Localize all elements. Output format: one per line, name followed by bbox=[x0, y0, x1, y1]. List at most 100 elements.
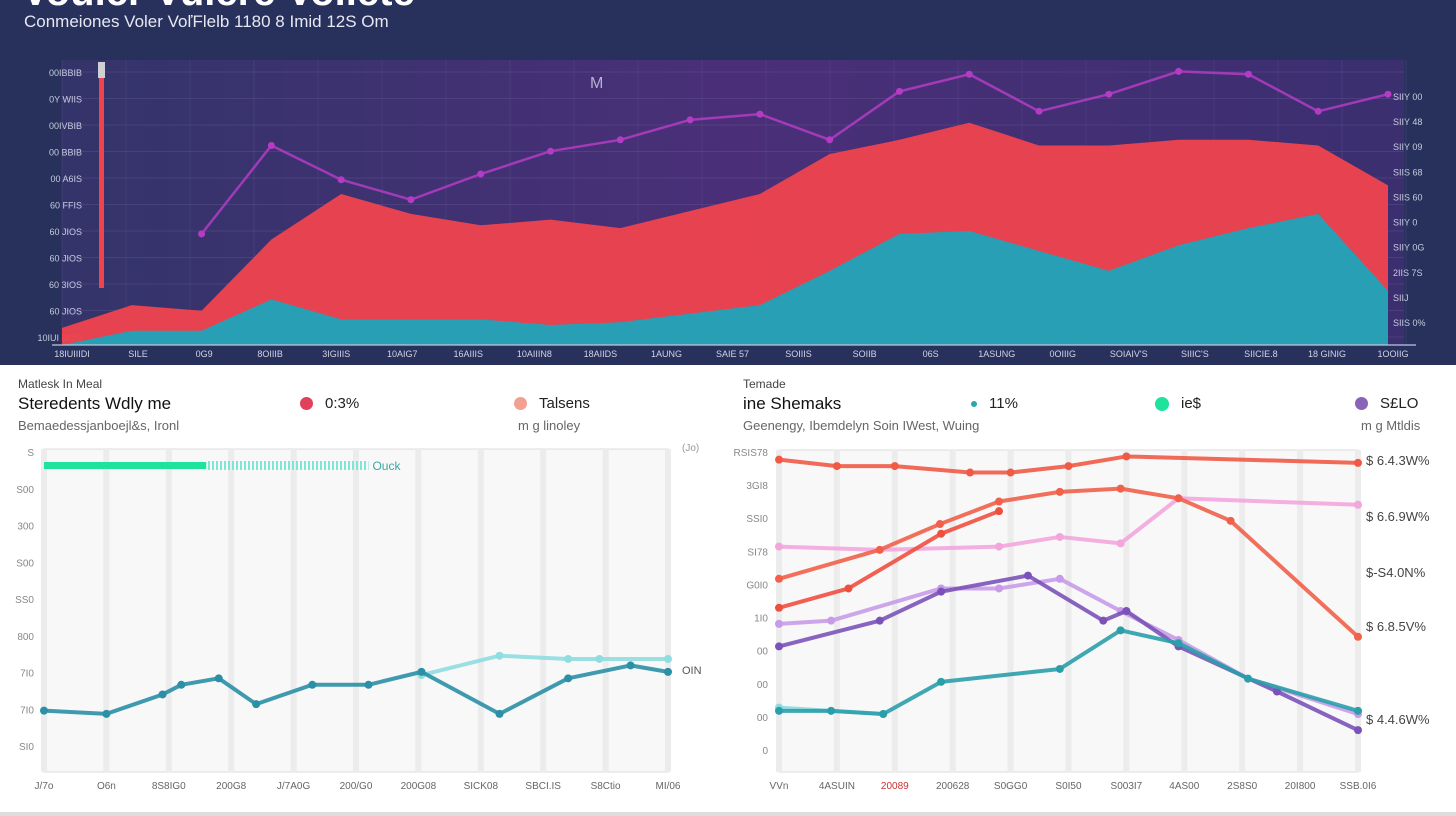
y-tick-label: RSIS78 bbox=[734, 448, 769, 459]
data-point bbox=[1384, 90, 1392, 98]
data-point bbox=[1122, 452, 1131, 461]
data-point bbox=[775, 455, 783, 464]
legend-item: Talsens bbox=[514, 395, 590, 412]
data-point bbox=[1035, 107, 1043, 115]
y-tick-label-right: SIIS 68 bbox=[1393, 167, 1423, 177]
x-tick-label: SBCI.IS bbox=[525, 781, 561, 792]
data-point bbox=[1099, 616, 1108, 625]
data-point bbox=[826, 136, 834, 144]
panel-title: ine Shemaks bbox=[743, 394, 842, 413]
x-tick-label: SIICIE.8 bbox=[1244, 349, 1278, 359]
data-point bbox=[214, 674, 223, 683]
x-tick-label: SSB.0I6 bbox=[1340, 781, 1377, 792]
legend-label: ie$ bbox=[1181, 395, 1202, 412]
page-subtitle: Conmeiones Voler VoľFlelb 1180 8 Imid 12… bbox=[24, 12, 389, 31]
y-tick-label: 60 JIOS bbox=[49, 307, 82, 317]
y-tick-label: 300 bbox=[17, 522, 34, 533]
data-point bbox=[1023, 571, 1032, 580]
panel-kicker: Matlesk In Meal bbox=[18, 377, 103, 391]
y-tick-label: 0Y WIIS bbox=[49, 95, 82, 105]
y-tick-label: 7I0 bbox=[20, 669, 34, 680]
y-tick-label-right: SIIY 48 bbox=[1393, 117, 1422, 127]
data-point bbox=[626, 661, 635, 670]
y-tick-label: SSI0 bbox=[746, 514, 768, 525]
x-tick-label: S0GG0 bbox=[994, 781, 1028, 792]
x-tick-label: SOIIB bbox=[853, 349, 877, 359]
area-series-1 bbox=[62, 213, 1388, 345]
data-point bbox=[1174, 639, 1183, 648]
y-tick-label: 00 BBIB bbox=[49, 148, 82, 158]
data-point bbox=[1174, 494, 1183, 503]
data-point bbox=[832, 462, 841, 471]
data-point bbox=[564, 654, 573, 663]
panel-note: m g Mtldis bbox=[1361, 418, 1421, 433]
data-point bbox=[775, 574, 783, 583]
x-tick-label: 8OIIIB bbox=[257, 349, 283, 359]
data-point bbox=[1354, 726, 1362, 735]
y-tick-label-right: SIIY 09 bbox=[1393, 142, 1422, 152]
data-point bbox=[756, 110, 764, 118]
y-tick-label: 7I0 bbox=[20, 705, 34, 716]
x-tick-label: 2S8S0 bbox=[1227, 781, 1257, 792]
data-point bbox=[1006, 468, 1015, 477]
data-point bbox=[1226, 516, 1235, 525]
data-point bbox=[1055, 532, 1064, 541]
data-point bbox=[337, 176, 345, 184]
data-point bbox=[937, 677, 946, 686]
legend-dot-icon bbox=[1155, 396, 1169, 411]
data-point bbox=[995, 497, 1004, 506]
highlight-bar-hatched bbox=[206, 461, 369, 470]
x-tick-label: 3IGIIIS bbox=[322, 349, 350, 359]
legend-label: 11% bbox=[989, 395, 1018, 412]
legend-dot-icon bbox=[300, 397, 313, 410]
data-point bbox=[40, 706, 48, 715]
data-point bbox=[664, 667, 672, 676]
data-point bbox=[1244, 70, 1252, 78]
legend-label: S£LO bbox=[1380, 395, 1419, 412]
line-series-5 bbox=[778, 509, 1000, 610]
y-tick-label: SI78 bbox=[747, 547, 768, 558]
data-point bbox=[827, 616, 836, 625]
data-point bbox=[844, 584, 853, 593]
x-tick-label: MI/06 bbox=[655, 781, 680, 792]
y-tick-label: 10IUI 8IOS bbox=[37, 333, 82, 343]
x-tick-label: S003I7 bbox=[1111, 781, 1143, 792]
data-point bbox=[1354, 706, 1362, 715]
data-point bbox=[995, 584, 1004, 593]
y-tick-label-right: SIIY 00 bbox=[1393, 92, 1422, 102]
end-label: OIN bbox=[682, 665, 702, 677]
data-point bbox=[875, 545, 884, 554]
y-tick-label: 3GI8 bbox=[746, 481, 768, 492]
data-point bbox=[1055, 664, 1064, 673]
data-point bbox=[177, 680, 186, 689]
data-point bbox=[1105, 90, 1113, 98]
y-tick-label: 00 bbox=[757, 647, 769, 658]
y-tick-label: 00IVBIB bbox=[49, 121, 82, 131]
y-tick-label-right: SIIS 0% bbox=[1393, 318, 1426, 328]
series-end-label: $ 4.4.6W% bbox=[1366, 712, 1430, 727]
data-point bbox=[595, 654, 604, 663]
data-point bbox=[417, 667, 426, 676]
x-tick-label: 0OIIIG bbox=[1049, 349, 1076, 359]
data-point bbox=[879, 710, 888, 719]
x-tick-label: S8Ctio bbox=[591, 781, 621, 792]
data-point bbox=[1064, 462, 1073, 471]
scroll-handle bbox=[98, 62, 105, 78]
data-point bbox=[267, 142, 275, 149]
legend-dot-icon bbox=[971, 400, 977, 407]
data-point bbox=[102, 709, 111, 718]
left-line-chart: J/7o O6n 8S8IG0 200G8 J/7A0G 200/G0 200G08 SICK… bbox=[15, 443, 702, 792]
x-tick-label: 1AUNG bbox=[651, 349, 682, 359]
data-point bbox=[965, 70, 973, 78]
data-point bbox=[308, 680, 317, 689]
data-point bbox=[775, 603, 783, 612]
x-tick-label: 1OOIIG bbox=[1377, 349, 1408, 359]
area-chart: 00IBBIB 0Y WIIS 00IVBIB 00 BBIB 00 A6IS 60 FF… bbox=[37, 60, 1426, 359]
data-point bbox=[564, 674, 573, 683]
corner-label: (Jo) bbox=[682, 443, 699, 454]
data-point bbox=[1116, 539, 1125, 548]
data-point bbox=[1314, 107, 1322, 115]
y-tick-label: 60 3IOS bbox=[49, 280, 82, 290]
x-tick-label: 0G9 bbox=[196, 349, 213, 359]
x-tick-label: SAIE 57 bbox=[716, 349, 749, 359]
